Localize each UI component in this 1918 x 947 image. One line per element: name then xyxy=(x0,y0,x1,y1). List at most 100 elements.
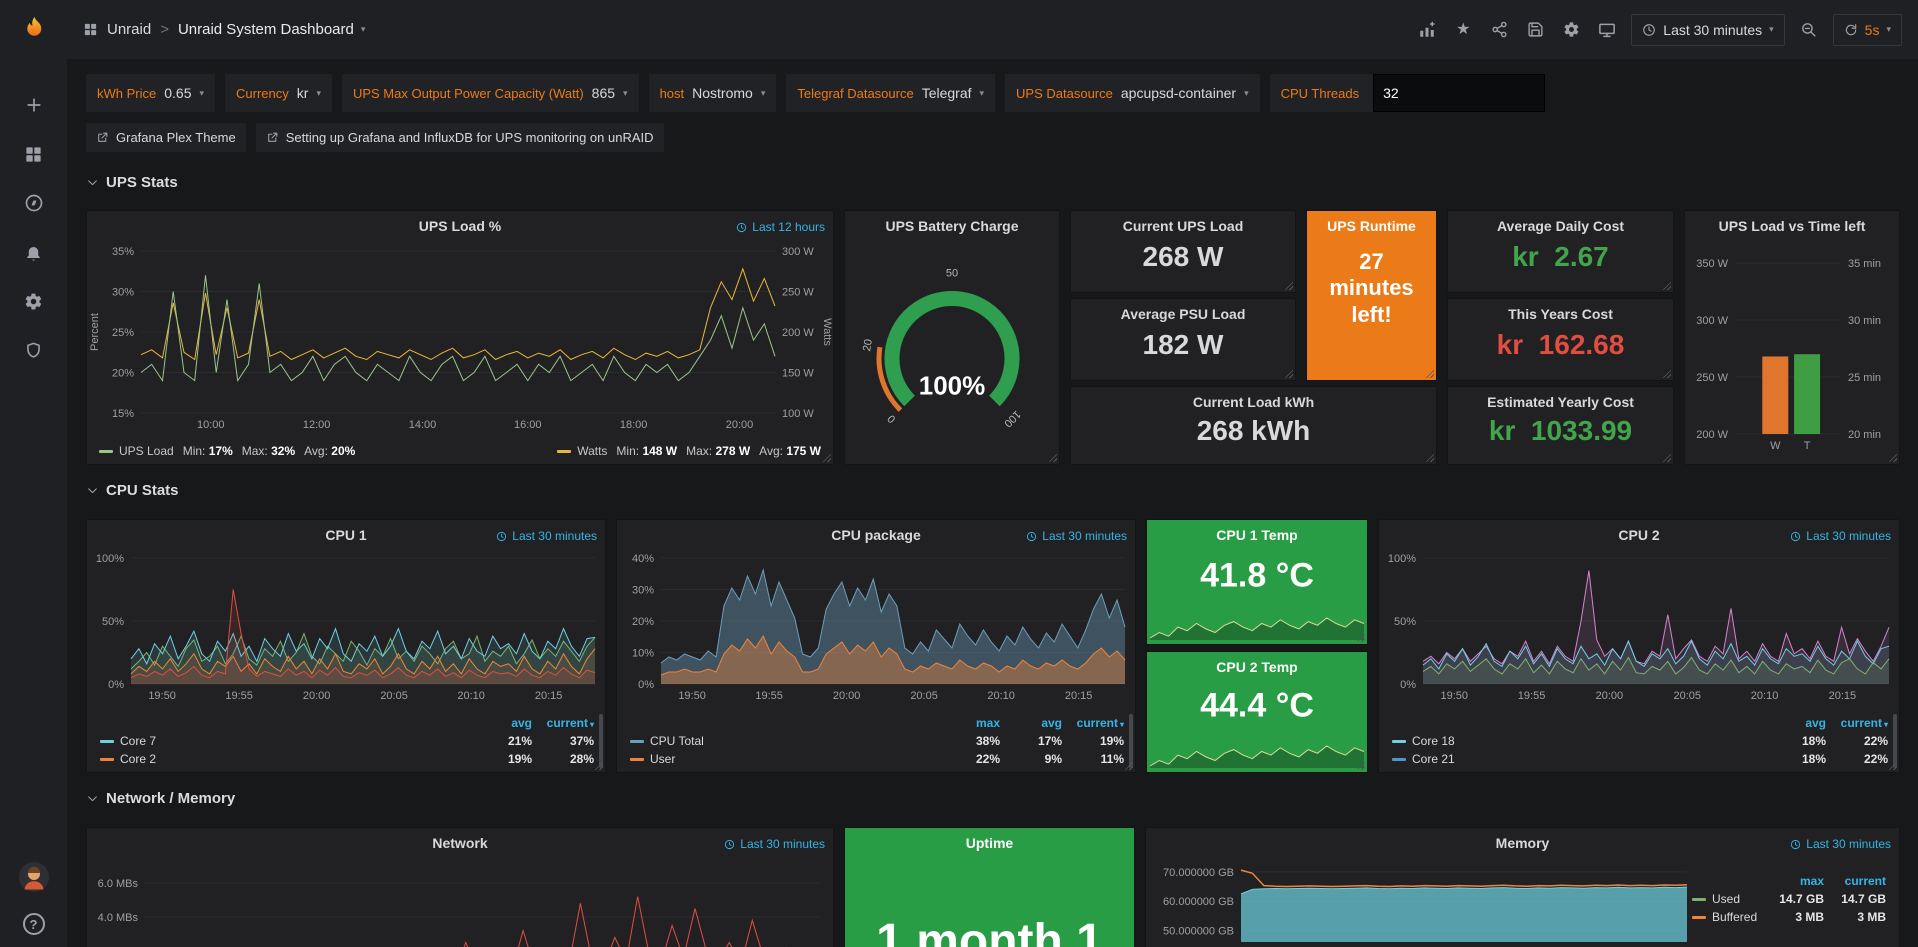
panel-title[interactable]: Average Daily Cost xyxy=(1496,218,1625,234)
tv-mode-button[interactable] xyxy=(1591,14,1623,46)
legend-sort-max[interactable]: max xyxy=(975,716,1000,730)
panel-time-override[interactable]: Last 30 minutes xyxy=(724,837,825,851)
panel-title[interactable]: This Years Cost xyxy=(1508,306,1613,322)
var-telegraf-datasource[interactable]: Telegraf Datasource Telegraf ▾ xyxy=(786,74,996,112)
ups-load-vs-time-chart[interactable]: 200 W 250 W 300 W 350 W 20 min 25 min 30 min 35… xyxy=(1685,237,1899,458)
resize-handle[interactable] xyxy=(1284,281,1293,290)
legend-row[interactable]: Buffered 3 MB 3 MB xyxy=(1687,908,1891,926)
link-ups-monitoring-guide[interactable]: Setting up Grafana and InfluxDB for UPS … xyxy=(255,123,664,152)
var-currency[interactable]: Currency kr ▾ xyxy=(225,74,332,112)
zoom-out-button[interactable] xyxy=(1793,14,1825,46)
panel-title[interactable]: Estimated Yearly Cost xyxy=(1487,394,1634,410)
legend-sort-current[interactable]: current ▾ xyxy=(1076,716,1124,730)
time-picker-button[interactable]: Last 30 minutes ▾ xyxy=(1631,13,1785,46)
sidebar-create-icon[interactable] xyxy=(14,87,54,123)
panel-time-override[interactable]: Last 30 minutes xyxy=(1790,837,1891,851)
panel-title[interactable]: Current Load kWh xyxy=(1192,394,1315,410)
panel-title[interactable]: CPU 2 xyxy=(1618,527,1660,543)
sidebar-alerting-icon[interactable] xyxy=(14,234,54,270)
cpu-threads-input[interactable] xyxy=(1373,74,1546,112)
dashboard-settings-button[interactable] xyxy=(1555,14,1587,46)
legend-sort-current[interactable]: current xyxy=(1844,874,1886,888)
panel-title[interactable]: UPS Load vs Time left xyxy=(1718,218,1866,234)
sidebar-explore-icon[interactable] xyxy=(14,185,54,221)
row-header-network-memory[interactable]: Network / Memory xyxy=(86,790,235,807)
save-dashboard-button[interactable] xyxy=(1519,14,1551,46)
panel-time-override[interactable]: Last 30 minutes xyxy=(1790,529,1891,543)
ups-load-chart[interactable]: 15% 20% 25% 30% 35% 100 W 150 W 200 W 250 W 300 W… xyxy=(87,241,833,433)
cpu2-chart[interactable]: 0% 50% 100% 19:50 19:55 20:00 20:05 20:10 20:15 xyxy=(1379,550,1899,702)
resize-handle[interactable] xyxy=(1662,281,1671,290)
help-icon[interactable]: ? xyxy=(22,913,45,935)
cpu-package-chart[interactable]: 0% 10% 20% 30% 40% 19:50 19:55 20:00 20:05 20:10 2… xyxy=(617,550,1135,702)
resize-handle[interactable] xyxy=(1124,761,1133,770)
panel-time-override[interactable]: Last 12 hours xyxy=(736,220,825,234)
var-kwh-price[interactable]: kWh Price 0.65 ▾ xyxy=(86,74,216,112)
panel-title[interactable]: UPS Runtime xyxy=(1327,218,1416,234)
legend-row[interactable]: User 22% 9% 11% xyxy=(625,750,1129,768)
panel-time-override[interactable]: Last 30 minutes xyxy=(496,529,597,543)
memory-chart[interactable]: 50.000000 GB 60.000000 GB 70.000000 GB xyxy=(1146,858,1899,947)
legend-row[interactable]: Core 18 18% 22% xyxy=(1387,732,1893,750)
resize-handle[interactable] xyxy=(1888,761,1897,770)
battery-gauge[interactable]: 0 20 50 100 100% xyxy=(845,239,1059,458)
legend-scrollbar[interactable] xyxy=(599,714,603,768)
legend-row[interactable]: CPU Total 38% 17% 19% xyxy=(625,732,1129,750)
dashboard-title[interactable]: Unraid System Dashboard ▾ xyxy=(178,21,365,38)
link-grafana-plex-theme[interactable]: Grafana Plex Theme xyxy=(86,123,246,152)
user-avatar[interactable] xyxy=(18,862,49,897)
legend-sort-avg[interactable]: avg xyxy=(1805,716,1826,730)
resize-handle[interactable] xyxy=(1425,369,1434,378)
panel-time-override[interactable]: Last 30 minutes xyxy=(1026,529,1127,543)
panel-title[interactable]: CPU 1 xyxy=(325,527,367,543)
legend-row[interactable]: Used 14.7 GB 14.7 GB xyxy=(1687,890,1891,908)
legend-row[interactable]: Core 7 21% 37% xyxy=(95,732,599,750)
panel-title[interactable]: CPU 2 Temp xyxy=(1216,659,1298,675)
legend-scrollbar[interactable] xyxy=(1129,714,1133,768)
star-dashboard-button[interactable]: ★ xyxy=(1447,14,1479,46)
legend-scrollbar[interactable] xyxy=(1893,714,1897,768)
breadcrumb-app[interactable]: Unraid xyxy=(107,21,152,38)
sidebar-configuration-icon[interactable] xyxy=(14,283,54,319)
legend-sort-current[interactable]: current ▾ xyxy=(546,716,594,730)
sidebar-admin-icon[interactable] xyxy=(14,332,54,368)
legend-row[interactable]: Core 21 18% 22% xyxy=(1387,750,1893,768)
resize-handle[interactable] xyxy=(822,453,831,462)
panel-title[interactable]: Current UPS Load xyxy=(1122,218,1244,234)
row-header-cpu-stats[interactable]: CPU Stats xyxy=(86,482,179,499)
resize-handle[interactable] xyxy=(594,761,603,770)
var-ups-datasource[interactable]: UPS Datasource apcupsd-container ▾ xyxy=(1005,74,1260,112)
refresh-button[interactable]: 5s ▾ xyxy=(1832,13,1902,46)
legend-series[interactable]: Watts Min: 148 W Max: 278 W Avg: 175 W xyxy=(557,444,821,458)
add-panel-button[interactable] xyxy=(1411,14,1443,46)
row-header-ups-stats[interactable]: UPS Stats xyxy=(86,174,178,191)
resize-handle[interactable] xyxy=(1662,453,1671,462)
sidebar-dashboards-icon[interactable] xyxy=(14,136,54,172)
var-host[interactable]: host Nostromo ▾ xyxy=(648,74,777,112)
resize-handle[interactable] xyxy=(1888,453,1897,462)
panel-title[interactable]: UPS Load % xyxy=(418,218,502,234)
resize-handle[interactable] xyxy=(1048,453,1057,462)
resize-handle[interactable] xyxy=(1356,761,1365,770)
resize-handle[interactable] xyxy=(1662,369,1671,378)
panel-title[interactable]: UPS Battery Charge xyxy=(885,218,1019,234)
cpu1-chart[interactable]: 0% 50% 100% 19:50 19:55 20:00 20:05 20:10 20:15 xyxy=(87,550,605,702)
panel-title[interactable]: CPU package xyxy=(831,527,921,543)
resize-handle[interactable] xyxy=(1425,453,1434,462)
panel-title[interactable]: CPU 1 Temp xyxy=(1216,527,1298,543)
panel-title[interactable]: Uptime xyxy=(965,835,1014,851)
resize-handle[interactable] xyxy=(1356,633,1365,642)
grafana-logo[interactable] xyxy=(0,0,67,59)
share-dashboard-button[interactable] xyxy=(1483,14,1515,46)
legend-row[interactable]: Core 2 19% 28% xyxy=(95,750,599,768)
legend-series[interactable]: UPS Load Min: 17% Max: 32% Avg: 20% xyxy=(99,444,355,458)
panel-title[interactable]: Memory xyxy=(1495,835,1550,851)
var-ups-max-output[interactable]: UPS Max Output Power Capacity (Watt) 865… xyxy=(341,74,639,112)
legend-sort-current[interactable]: current ▾ xyxy=(1840,716,1888,730)
panel-title[interactable]: Average PSU Load xyxy=(1120,306,1246,322)
resize-handle[interactable] xyxy=(1284,369,1293,378)
legend-sort-avg[interactable]: avg xyxy=(1041,716,1062,730)
legend-sort-max[interactable]: max xyxy=(1799,874,1824,888)
legend-sort-avg[interactable]: avg xyxy=(511,716,532,730)
